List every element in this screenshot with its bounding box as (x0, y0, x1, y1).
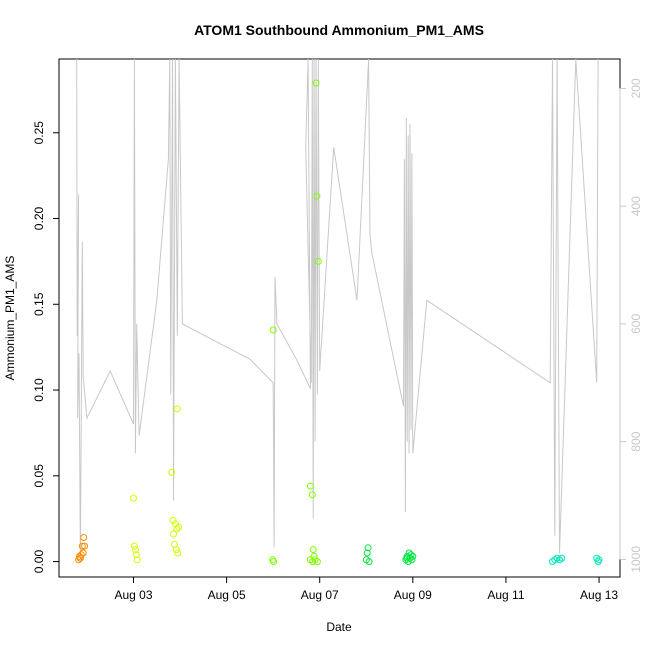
data-point (131, 546, 139, 554)
data-point (314, 257, 322, 265)
y-tick-label: 0.00 (32, 550, 46, 574)
data-point (364, 544, 372, 552)
data-point (78, 542, 86, 550)
y-tick-label: 0.20 (32, 207, 46, 231)
y-axis-label: Ammonium_PM1_AMS (3, 256, 17, 381)
data-point (306, 482, 314, 490)
data-point (132, 551, 140, 559)
y-tick-label: 0.25 (32, 121, 46, 145)
data-point (407, 551, 415, 559)
data-point (130, 494, 137, 502)
y-tick-label: 0.10 (32, 378, 46, 402)
data-point (558, 554, 566, 562)
x-tick-label: Aug 09 (394, 588, 432, 602)
data-point (313, 192, 321, 200)
y-right-tick-label: 600 (629, 314, 643, 334)
data-point (173, 405, 181, 413)
data-point (270, 558, 278, 566)
x-axis-label: Date (326, 620, 352, 634)
plot-area-frame (58, 58, 621, 578)
data-point (365, 558, 373, 566)
data-point (309, 546, 317, 554)
x-tick-label: Aug 05 (208, 588, 246, 602)
data-point (595, 556, 603, 564)
data-point (170, 530, 177, 538)
data-point (81, 542, 89, 550)
y-tick-label: 0.15 (32, 292, 46, 316)
data-point (269, 326, 277, 334)
line-series-path (76, 58, 599, 560)
y-right-tick-label: 400 (629, 196, 643, 216)
data-point (308, 491, 316, 499)
data-point (174, 549, 182, 557)
data-point (130, 542, 138, 550)
data-point (363, 549, 371, 557)
data-point (172, 546, 180, 554)
x-tick-label: Aug 11 (487, 588, 524, 602)
y-tick-label: 0.05 (32, 464, 46, 488)
data-point (76, 554, 84, 562)
data-point (79, 549, 87, 557)
x-tick-label: Aug 03 (114, 588, 152, 602)
data-point (404, 558, 412, 566)
data-point (310, 552, 318, 560)
y-right-tick-label: 200 (629, 78, 643, 98)
data-point (312, 79, 320, 87)
x-axis: Aug 03 Aug 05 Aug 07 Aug 09 Aug 11 Aug 13 (114, 576, 618, 602)
y-right-tick-label: 1000 (629, 546, 643, 573)
x-tick-label: Aug 07 (301, 588, 339, 602)
data-point (80, 534, 88, 541)
data-point (168, 468, 176, 476)
x-tick-label: Aug 13 (580, 588, 618, 602)
y-right-tick-label: 800 (629, 431, 643, 451)
scatter-points (75, 79, 603, 566)
data-point (549, 558, 556, 566)
data-point (175, 523, 183, 531)
data-point (133, 556, 141, 564)
data-point (77, 551, 85, 559)
y-axis: 0.00 0.05 0.10 0.15 0.20 0.25 (32, 121, 60, 574)
chart-title: ATOM1 Southbound Ammonium_PM1_AMS (194, 22, 484, 38)
data-point (311, 556, 319, 564)
y-axis-right: 200 400 600 800 1000 (619, 78, 643, 573)
line-series (76, 58, 599, 560)
data-point (173, 525, 181, 533)
data-point (313, 558, 321, 566)
data-point (409, 552, 417, 560)
